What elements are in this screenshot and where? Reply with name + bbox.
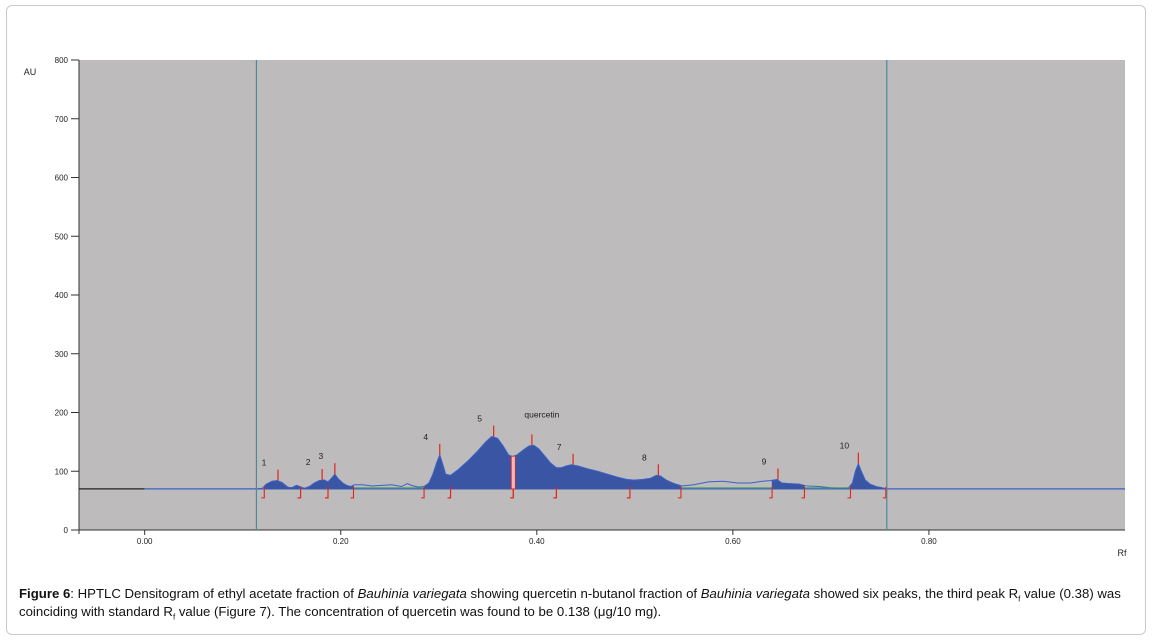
plot-area	[79, 60, 1125, 530]
integration-bracket	[882, 486, 887, 499]
peak-label: 2	[306, 457, 311, 467]
x-tick-label: 0.00	[137, 537, 153, 546]
peak-label: 9	[762, 456, 767, 466]
peak-label: 8	[642, 452, 647, 462]
integration-bracket	[297, 486, 302, 499]
y-tick-label: 300	[55, 350, 69, 359]
caption-sub-1: f	[1018, 594, 1021, 604]
caption-species-1: Bauhinia variegata	[357, 586, 467, 601]
caption-text-1: : HPTLC Densitogram of ethyl acetate fra…	[70, 586, 358, 601]
peak-label: 10	[840, 441, 850, 451]
peak-label: 7	[557, 442, 562, 452]
y-tick-label: 0	[64, 526, 69, 535]
integration-bracket	[626, 486, 631, 499]
peak-label: 5	[477, 414, 482, 424]
y-tick-label: 500	[55, 232, 69, 241]
x-tick-label: 0.80	[921, 537, 937, 546]
integration-bracket	[325, 486, 329, 499]
caption-text-2: showing quercetin n-butanol fraction of	[466, 586, 701, 601]
y-tick-label: 600	[55, 174, 69, 183]
integration-bracket	[553, 486, 557, 499]
integration-bracket	[847, 486, 852, 499]
x-tick-label: 0.60	[725, 537, 741, 546]
caption-sub-2: f	[172, 612, 176, 622]
integration-bracket	[510, 486, 514, 499]
caption-species-2: Bauhinia variegata	[700, 586, 810, 601]
integration-bracket	[421, 486, 425, 499]
y-tick-label: 800	[55, 56, 69, 65]
caption-text-5: value (Figure 7). The concentration of q…	[175, 604, 662, 619]
y-tick-label: 100	[55, 467, 69, 476]
peak-label: quercetin	[524, 409, 559, 419]
x-tick-label: 0.20	[333, 537, 349, 546]
peak-label: 1	[262, 458, 267, 468]
y-axis-label: AU	[24, 67, 37, 77]
x-tick-label: 0.40	[529, 537, 545, 546]
peak-label: 3	[318, 451, 323, 461]
y-tick-label: 200	[55, 409, 69, 418]
figure-caption: Figure 6: HPTLC Densitogram of ethyl ace…	[19, 585, 1137, 621]
integration-bracket	[447, 486, 452, 499]
integration-bracket	[769, 486, 773, 499]
caption-text-4: value (0.38) was coinciding with standar…	[19, 586, 1121, 619]
y-tick-label: 700	[55, 115, 69, 124]
caption-text-3: showed six peaks, the third peak R	[809, 586, 1019, 601]
densitogram-chart: 0 100 200 300 400 500 600 700 800 0.00 0.20 0.40 0.6…	[24, 56, 1127, 558]
quercetin-band-marker	[510, 455, 516, 490]
trace-line	[256, 436, 887, 490]
integration-bracket	[261, 486, 265, 499]
peak-label: 4	[423, 432, 428, 442]
caption-label: Figure 6	[19, 586, 71, 601]
x-axis-label: Rf	[1118, 548, 1127, 558]
integration-bracket	[801, 486, 805, 499]
integration-bracket	[677, 486, 682, 499]
y-tick-label: 400	[55, 291, 69, 300]
integration-bracket	[350, 486, 355, 499]
